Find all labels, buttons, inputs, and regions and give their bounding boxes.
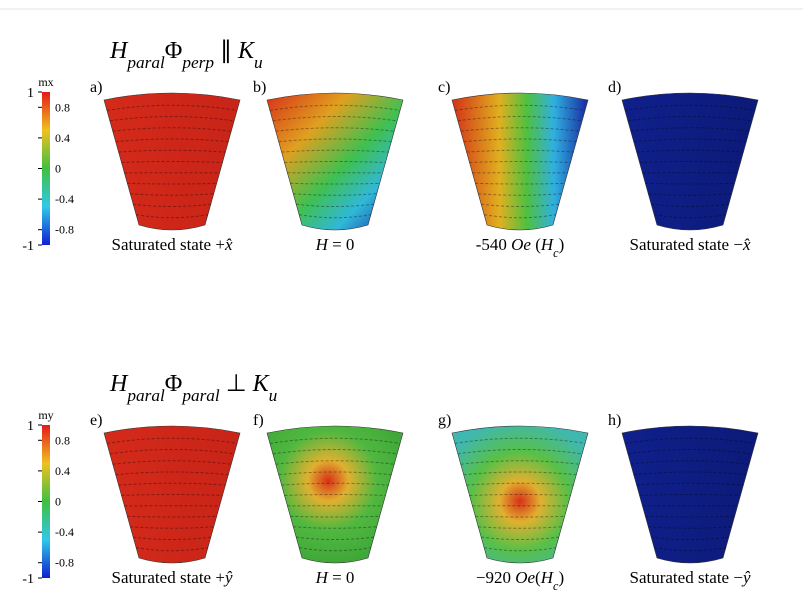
colorbar-tick-label: 1 bbox=[27, 86, 34, 101]
colorbar-tick-label: -0.8 bbox=[55, 223, 74, 237]
panel-label: c) bbox=[438, 79, 450, 96]
colorbar-tick-label: 0 bbox=[55, 495, 61, 509]
colorbar-tick-label: 0.8 bbox=[55, 100, 70, 114]
text-segment: H bbox=[109, 371, 129, 397]
text-segment: ŷ bbox=[223, 568, 233, 587]
figure: HparalΦperp ∥ Ku mx 1 0.8 0.4 0 -0.4 -0.8 -1 a) Sa… bbox=[0, 0, 803, 607]
text-segment: ŷ bbox=[741, 568, 751, 587]
text-segment: Saturated state − bbox=[630, 568, 743, 587]
panel-label: b) bbox=[253, 79, 266, 96]
text-segment: ( bbox=[531, 235, 541, 254]
text-segment: x̂ bbox=[742, 235, 751, 254]
panel-caption: H = 0 bbox=[315, 568, 355, 587]
text-segment: u bbox=[254, 53, 263, 72]
text-segment: Oe bbox=[511, 235, 531, 254]
text-segment: Φ bbox=[165, 38, 183, 64]
colorbar-tick-label: 0.4 bbox=[55, 464, 70, 478]
colorbar-tick-label: -0.4 bbox=[55, 192, 74, 206]
text-segment: paral bbox=[180, 386, 220, 405]
text-segment: -540 bbox=[476, 235, 511, 254]
colorbar-tick-label: -0.4 bbox=[55, 525, 74, 539]
colorbar-label: mx bbox=[38, 75, 53, 89]
colorbar-tick-label: 1 bbox=[27, 419, 34, 434]
panel-label: g) bbox=[438, 412, 451, 429]
panel-label: e) bbox=[90, 412, 102, 429]
panel-caption: Saturated state +x̂ bbox=[112, 235, 233, 254]
text-segment: Saturated state + bbox=[112, 235, 225, 254]
colorbar-tick-label: 0.4 bbox=[55, 131, 70, 145]
text-segment: Saturated state − bbox=[630, 235, 743, 254]
row-title: HparalΦparal ⊥ Ku bbox=[109, 371, 278, 405]
text-segment: perp bbox=[180, 53, 214, 72]
text-segment: = 0 bbox=[328, 568, 355, 587]
text-segment: H bbox=[109, 38, 129, 64]
panel-caption: Saturated state −x̂ bbox=[630, 235, 751, 254]
text-segment: Φ bbox=[165, 371, 183, 397]
text-segment: ) bbox=[559, 235, 565, 254]
colorbar-tick-label: 0 bbox=[55, 162, 61, 176]
colorbar-label: my bbox=[38, 408, 53, 422]
panel-caption: −920 Oe(Hc) bbox=[476, 568, 564, 593]
text-segment: u bbox=[269, 386, 278, 405]
colorbar-tick-label: -0.8 bbox=[55, 556, 74, 570]
text-segment: = 0 bbox=[328, 235, 355, 254]
text-segment: ⊥ bbox=[220, 371, 253, 397]
panel-caption: Saturated state −ŷ bbox=[630, 568, 751, 587]
panel-label: f) bbox=[253, 412, 264, 429]
text-segment: paral bbox=[125, 386, 165, 405]
text-segment: Oe bbox=[515, 568, 535, 587]
colorbar-tick-label: -1 bbox=[22, 572, 34, 587]
text-segment: Saturated state + bbox=[112, 568, 225, 587]
colorbar bbox=[42, 425, 50, 578]
panel-caption: Saturated state +ŷ bbox=[112, 568, 233, 587]
colorbar-tick-label: 0.8 bbox=[55, 433, 70, 447]
text-segment: ) bbox=[558, 568, 564, 587]
panel-label: a) bbox=[90, 79, 102, 96]
text-segment: x̂ bbox=[224, 235, 233, 254]
row-title: HparalΦperp ∥ Ku bbox=[109, 38, 263, 72]
panel-caption: H = 0 bbox=[315, 235, 355, 254]
text-segment: ∥ bbox=[214, 38, 238, 64]
panel-caption: -540 Oe (Hc) bbox=[476, 235, 565, 260]
text-segment: paral bbox=[125, 53, 165, 72]
colorbar bbox=[42, 92, 50, 245]
panel-label: h) bbox=[608, 412, 621, 429]
colorbar-tick-label: -1 bbox=[22, 239, 34, 254]
text-segment: −920 bbox=[476, 568, 515, 587]
panel-label: d) bbox=[608, 79, 621, 96]
